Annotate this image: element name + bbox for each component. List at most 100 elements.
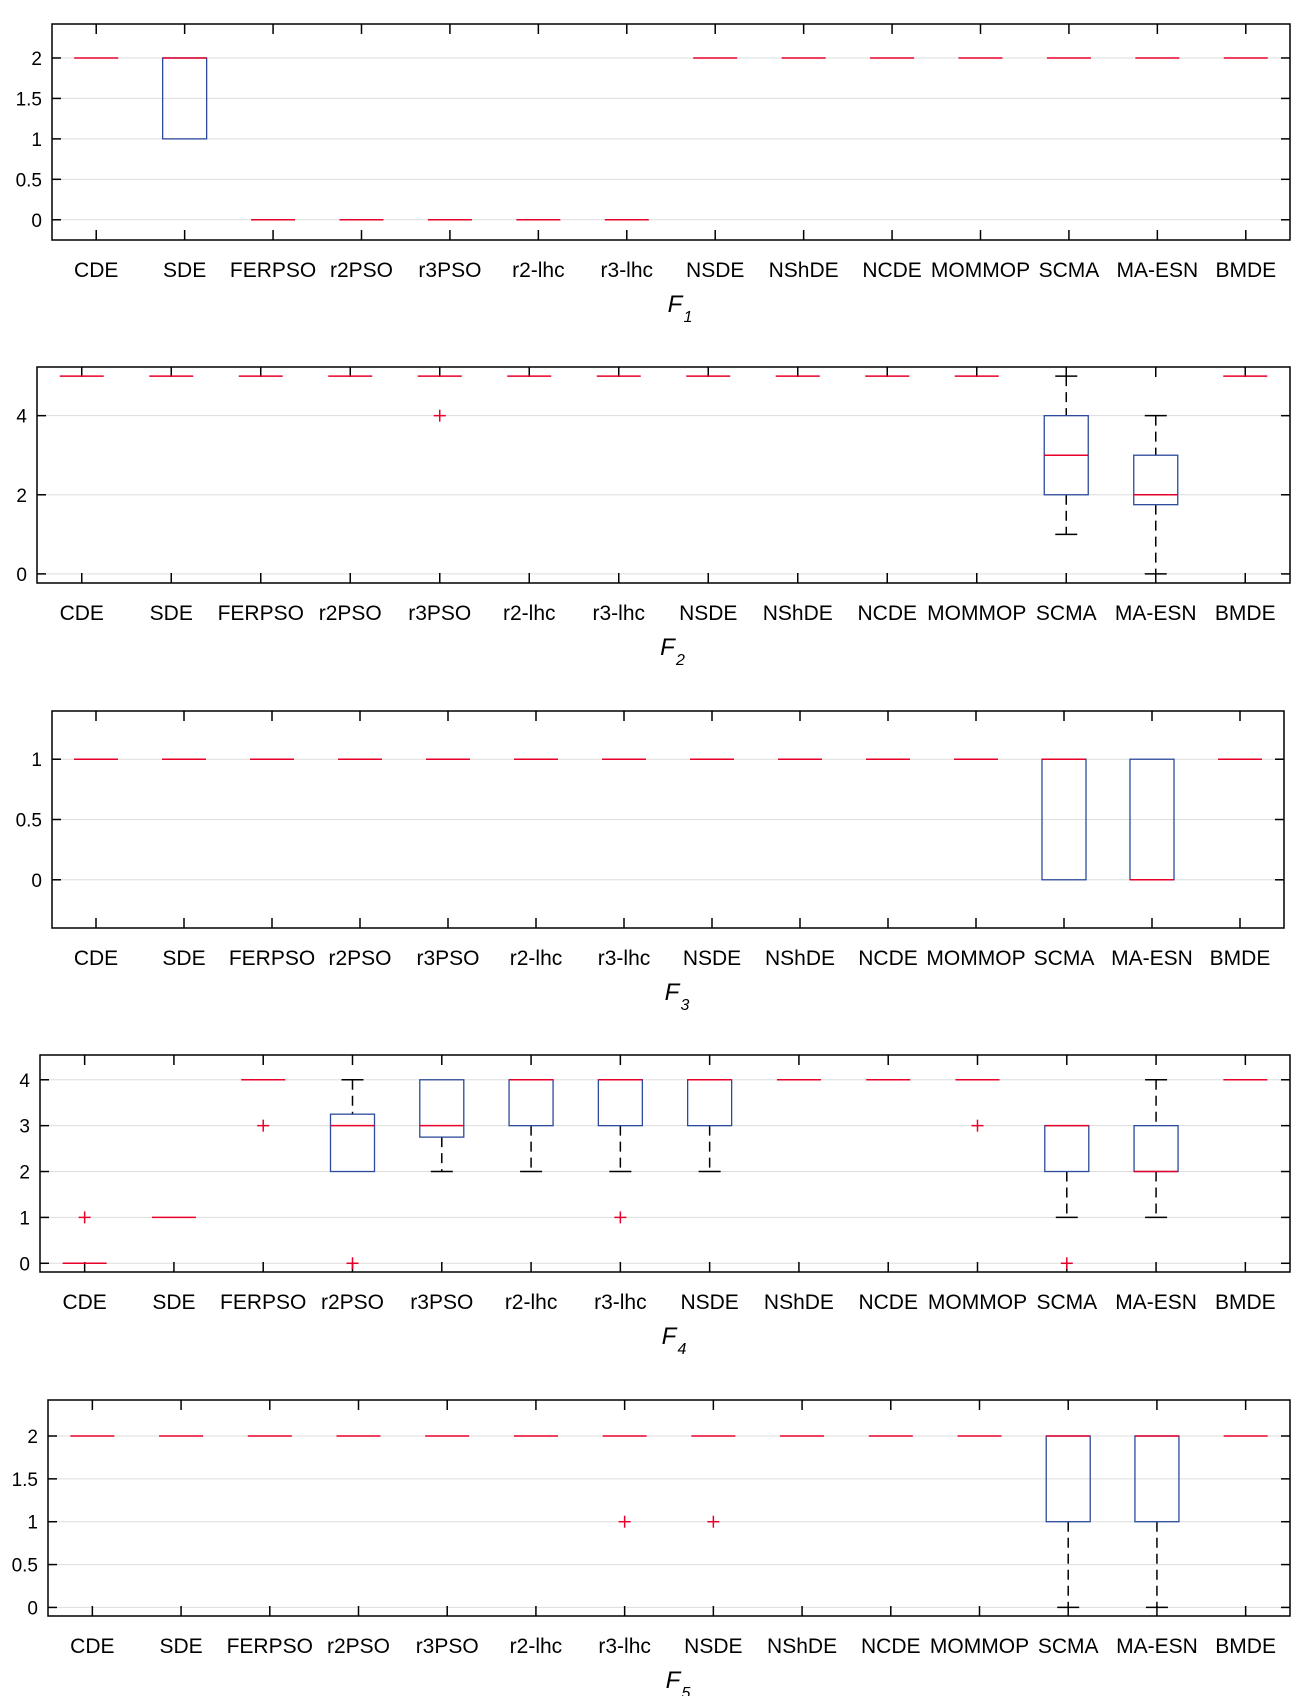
outlier-marker [614,1211,627,1224]
outlier-marker [1060,1257,1073,1270]
x-tick-label: r2-lhc [510,1635,563,1658]
box-SCMA [1041,758,1087,881]
x-axis-label: F [665,979,681,1006]
x-tick-label: FERPSO [218,602,304,625]
x-tick-label: CDE [70,1635,114,1658]
plot-frame [51,710,1285,929]
x-tick-label: NSDE [686,259,744,282]
outlier-marker [257,1119,270,1132]
y-tick-label: 2 [19,1163,30,1184]
x-axis-label: F [668,291,684,318]
x-tick-label: SCMA [1034,947,1095,970]
plot-frame [36,366,1291,584]
box-r3-lhc [597,1079,644,1224]
y-tick-label: 1 [31,130,42,151]
x-tick-label: r3-lhc [601,259,654,282]
y-tick-label: 3 [19,1117,30,1138]
x-tick-label: MOMMOP [930,1635,1029,1658]
box-MA-ESN [1134,1435,1180,1609]
box-SDE [161,57,208,140]
box-MA-ESN [1129,758,1175,881]
box-FERPSO [241,1079,286,1132]
box-iqr [1133,454,1179,506]
plot-frame [51,23,1291,241]
x-tick-label: r3-lhc [598,947,651,970]
box-iqr [508,1079,554,1127]
x-tick-label: SCMA [1039,259,1100,282]
x-tick-label: r2PSO [330,259,393,282]
box-iqr [329,1113,376,1173]
x-tick-label: CDE [62,1291,106,1314]
box-r3PSO [417,375,462,422]
panel-F1: 0 0.5 1 1.5 2 CDE SDE FERPSO r2PSO r3PSO r2-lhc r3-… [16,23,1291,326]
x-tick-label: r2-lhc [505,1291,558,1314]
y-tick-label: 0.5 [16,811,42,832]
x-axis-label-subscript: 5 [682,1685,691,1696]
box-NSDE [691,1435,736,1528]
y-tick-label: 0 [27,1598,38,1619]
box-iqr [597,1079,644,1127]
y-tick-label: 4 [19,1071,30,1092]
x-tick-label: SCMA [1036,602,1097,625]
box-r3PSO [419,1079,465,1173]
x-tick-label: MA-ESN [1117,259,1199,282]
x-tick-label: MA-ESN [1111,947,1193,970]
x-axis-label-subscript: 1 [684,309,693,326]
box-MA-ESN [1133,1079,1179,1219]
x-axis-label-subscript: 4 [678,1341,687,1358]
x-tick-label: r2PSO [319,602,382,625]
plot-frame [39,1054,1291,1273]
box-iqr [419,1079,465,1138]
box-MOMMOP [955,1079,1000,1132]
box-r2-lhc [508,1079,554,1173]
x-tick-label: r2-lhc [510,947,563,970]
x-tick-label: r2PSO [321,1291,384,1314]
x-tick-label: r3-lhc [592,602,645,625]
panel-F2: 0 2 4 CDE SDE FERPSO r2PSO r3PSO r2-lhc r3-lhc NSD… [16,366,1291,669]
x-tick-label: r3PSO [416,1635,479,1658]
x-tick-label: NShDE [763,602,833,625]
x-tick-label: BMDE [1215,259,1276,282]
x-axis-label: F [662,1323,678,1350]
box-r2PSO [329,1079,376,1270]
plot-frame [47,1399,1291,1617]
x-tick-label: SCMA [1038,1635,1099,1658]
panel-F3: 0 0.5 1 CDE SDE FERPSO r2PSO r3PSO r2-lhc r3-lhc N… [16,710,1285,1014]
x-tick-label: r2-lhc [512,259,565,282]
x-tick-label: SDE [150,602,193,625]
x-tick-label: SCMA [1036,1291,1097,1314]
box-iqr [1133,1125,1179,1173]
y-tick-label: 0 [31,871,42,892]
box-SCMA [1045,1435,1091,1609]
x-tick-label: SDE [152,1291,195,1314]
y-tick-label: 4 [16,407,27,428]
y-tick-label: 0 [16,565,27,586]
y-tick-label: 1 [27,1513,38,1534]
x-tick-label: r3PSO [408,602,471,625]
panel-F5: 0 0.5 1 1.5 2 CDE SDE FERPSO r2PSO r3PSO r2-lhc r3-… [12,1399,1291,1696]
x-tick-label: NCDE [858,1291,918,1314]
x-axis-label-subscript: 2 [675,652,685,669]
y-tick-label: 1.5 [16,89,42,110]
x-tick-label: NShDE [769,259,839,282]
x-tick-label: FERPSO [220,1291,306,1314]
x-tick-label: MA-ESN [1115,602,1197,625]
x-tick-label: FERPSO [230,259,316,282]
y-tick-label: 1 [31,750,42,771]
x-tick-label: CDE [74,259,118,282]
x-tick-label: NShDE [767,1635,837,1658]
x-tick-label: MOMMOP [927,602,1026,625]
x-tick-label: NShDE [764,1291,834,1314]
y-tick-label: 2 [27,1427,38,1448]
box-iqr [686,1079,733,1127]
y-tick-label: 1 [19,1208,30,1229]
box-iqr [1044,1125,1090,1173]
outlier-marker [971,1119,984,1132]
x-tick-label: r2PSO [328,947,391,970]
x-tick-label: BMDE [1215,1635,1276,1658]
x-tick-label: SDE [159,1635,202,1658]
x-tick-label: MOMMOP [926,947,1025,970]
x-tick-label: NSDE [679,602,737,625]
box-MA-ESN [1133,414,1179,575]
